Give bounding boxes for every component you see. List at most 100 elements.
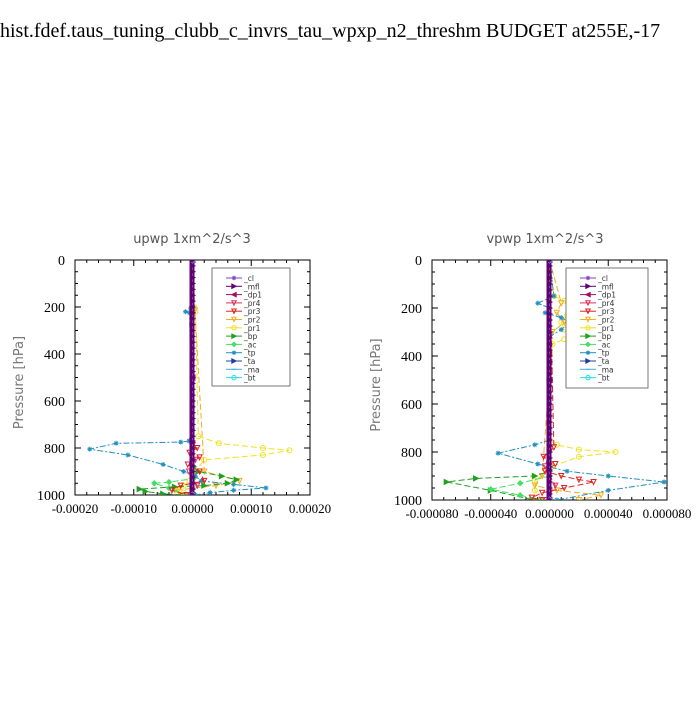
- y-tick-label: 600: [401, 398, 422, 413]
- series-point-mfl-dense: [546, 466, 554, 474]
- series-point-mfl-dense: [189, 338, 197, 346]
- legend-marker: [585, 374, 591, 381]
- series-point-mfl-dense: [189, 356, 197, 364]
- legend-marker: [585, 325, 591, 331]
- series-point-mfl-dense: [546, 448, 554, 456]
- series-point-mfl-dense: [546, 292, 554, 300]
- series-point-pr2: [531, 482, 539, 490]
- x-tick-label: -0.000040: [464, 506, 517, 521]
- x-tick-label: 0.00000: [171, 501, 213, 516]
- series-point-mfl-dense: [546, 394, 554, 402]
- series-point-tp: [181, 469, 187, 474]
- legend-marker: [585, 350, 591, 355]
- legend-label: _pr1: [597, 324, 615, 333]
- series-point-pr3: [200, 477, 208, 485]
- series-point-mfl-dense: [546, 388, 554, 396]
- series-point-mfl-dense: [189, 274, 197, 281]
- chart-title: vpwp 1xm^2/s^3: [486, 232, 603, 247]
- series-point-mfl-dense: [189, 444, 197, 452]
- series-point-pr3: [552, 461, 559, 468]
- series-point-tp: [178, 439, 184, 445]
- y-tick-label: 0: [415, 254, 422, 269]
- series-point-tp: [661, 479, 667, 485]
- x-tick-label: 0.000080: [643, 506, 692, 521]
- series-point-tp: [87, 446, 93, 452]
- series-point-mfl-dense: [546, 370, 554, 378]
- series-point-bp: [160, 490, 167, 495]
- series-point-mfl-dense: [189, 456, 197, 464]
- series-point-pr3: [183, 492, 190, 495]
- series-point-ac: [516, 491, 524, 499]
- legend-label: _bp: [597, 332, 612, 341]
- series-point-mfl-dense: [189, 409, 197, 417]
- legend-marker: [585, 283, 592, 290]
- series-line-pr3: [170, 260, 206, 495]
- y-tick-label: 400: [401, 350, 422, 365]
- series-point-mfl-dense: [189, 432, 197, 440]
- series-point-mfl-dense: [546, 322, 554, 330]
- series-point-mfl-dense: [189, 391, 197, 399]
- series-point-pr3: [557, 473, 565, 480]
- series-point-pr4: [552, 482, 559, 490]
- legend-label: _ac: [597, 340, 610, 349]
- series-point-mfl-dense: [189, 280, 197, 287]
- series-point-pr3: [196, 468, 203, 476]
- series-point-mfl-dense: [546, 358, 554, 366]
- legend-label: _pr3: [243, 307, 261, 316]
- series-point-mfl-dense: [189, 268, 197, 276]
- series-point-tp: [263, 485, 269, 491]
- series-point-mfl-dense: [546, 418, 554, 426]
- series-point-mfl-dense: [189, 303, 197, 311]
- chart-panel-1: upwp 1xm^2/s^3 Pressure [hPa] -0.00020 -0.0…: [12, 232, 331, 516]
- x-tick-label: 0.000040: [584, 506, 633, 521]
- series-point-mfl-dense: [546, 298, 554, 306]
- legend-marker: [231, 283, 238, 290]
- legend-marker: [584, 300, 592, 307]
- series-point-mfl-dense: [189, 491, 197, 495]
- legend-marker: [585, 341, 591, 348]
- legend-label: _bp: [243, 332, 258, 341]
- legend-marker: [231, 325, 237, 331]
- series-point-mfl-dense: [546, 262, 554, 270]
- legend: _cl_mfl_dp1_pr4_pr3_pr2_pr1_bp_ac_tp_ta_…: [565, 267, 649, 389]
- legend-label: _pr3: [597, 307, 615, 316]
- legend: _cl_mfl_dp1_pr4_pr3_pr2_pr1_bp_ac_tp_ta_…: [211, 267, 291, 387]
- legend-box: [211, 267, 291, 387]
- series-point-pr3: [538, 497, 546, 500]
- legend-marker: [231, 357, 238, 365]
- legend-label: _pr2: [243, 316, 261, 325]
- series-point-bp: [531, 472, 539, 480]
- y-tick-label: 1000: [394, 494, 422, 509]
- series-point-mfl-dense: [189, 362, 197, 370]
- series-point-mfl-dense: [189, 262, 197, 270]
- legend-marker: [231, 275, 237, 281]
- series-point-mfl-dense: [546, 340, 554, 348]
- series-point-tp: [542, 310, 548, 316]
- series-point-mfl-dense: [189, 474, 197, 481]
- series-point-tp: [535, 300, 541, 306]
- series-point-pr3: [177, 482, 185, 490]
- series-point-pr2: [177, 492, 185, 495]
- legend-label: _dp1: [597, 291, 616, 300]
- series-point-pr3: [528, 494, 536, 500]
- series-point-tp: [182, 309, 188, 315]
- series-point-tp: [160, 461, 166, 467]
- series-point-ac: [151, 480, 158, 487]
- chart-title: upwp 1xm^2/s^3: [133, 232, 251, 247]
- series-point-pr2: [553, 487, 561, 495]
- legend-label: _pr1: [243, 324, 261, 333]
- series-point-mfl-dense: [546, 260, 554, 264]
- legend-marker: [585, 333, 592, 340]
- series-point-mfl-dense: [189, 309, 197, 317]
- series-point-ac: [487, 485, 494, 493]
- series-point-mfl-dense: [189, 333, 197, 340]
- series-point-bp: [443, 478, 451, 486]
- legend-box: [565, 267, 649, 389]
- legend-marker: [231, 350, 237, 355]
- series-point-tp: [605, 487, 611, 493]
- series-point-mfl-dense: [546, 442, 554, 450]
- series-point-mfl-dense: [189, 321, 197, 328]
- series-line-ac: [490, 260, 550, 500]
- y-tick-label: 200: [44, 301, 65, 316]
